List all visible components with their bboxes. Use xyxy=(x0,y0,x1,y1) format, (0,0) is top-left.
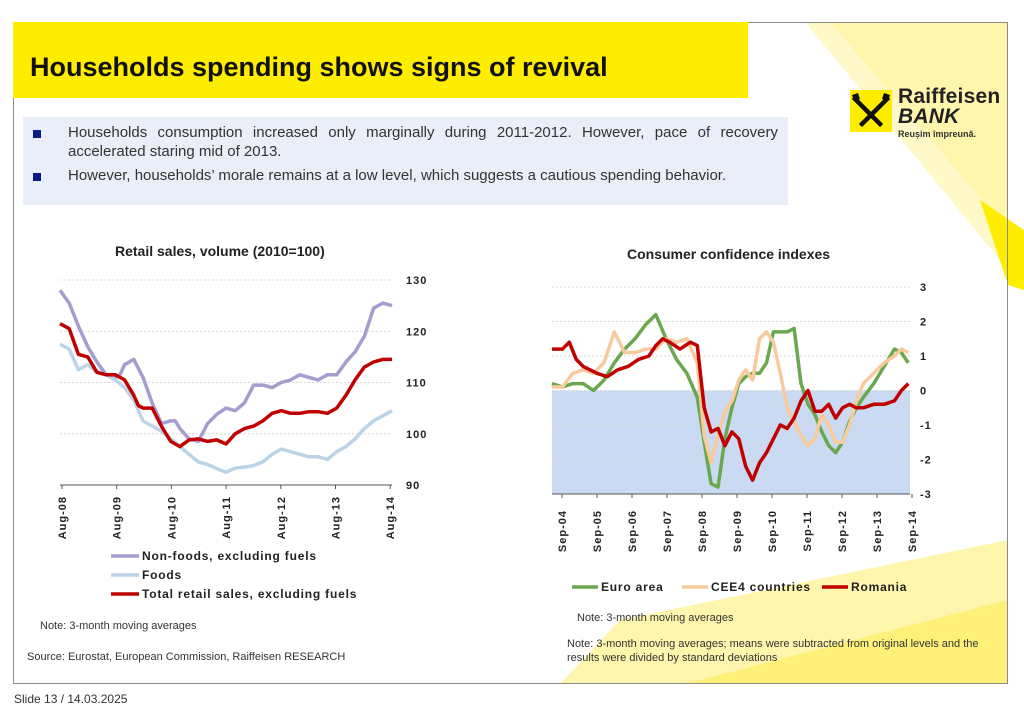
note-right-1: Note: 3-month moving averages xyxy=(577,612,734,624)
source-note: Source: Eurostat, European Commission, R… xyxy=(27,651,346,663)
legend-label: Total retail sales, excluding fuels xyxy=(142,587,357,601)
y-tick-label: 130 xyxy=(406,275,427,287)
x-tick-label: Aug-13 xyxy=(331,496,343,539)
x-tick-label: Aug-08 xyxy=(57,496,69,539)
x-tick-label: Aug-10 xyxy=(166,496,178,539)
legend-label: Romania xyxy=(851,580,907,594)
series-line-total-retail-sales-excluding-fuels xyxy=(59,322,392,449)
bullet-square-icon xyxy=(33,173,41,181)
y-tick-label: 2 xyxy=(920,317,927,329)
note-left: Note: 3-month moving averages xyxy=(40,620,197,632)
series-line-non-foods-excluding-fuels xyxy=(58,289,393,444)
series-line-foods xyxy=(59,342,393,474)
legend-label: Foods xyxy=(142,568,182,582)
brand-name-line1: Raiffeisen xyxy=(898,85,1001,108)
x-tick-label: Sep-04 xyxy=(557,510,569,552)
x-tick-label: Sep-10 xyxy=(767,510,779,552)
brand-name: Raiffeisen BANK xyxy=(898,85,1001,128)
y-tick-label: 100 xyxy=(406,429,427,441)
slide-footer: Slide 13 / 14.03.2025 xyxy=(14,692,128,706)
y-tick-label: 0 xyxy=(920,386,927,398)
y-tick-label: 110 xyxy=(406,378,427,390)
bullet-text-2: However, households’ morale remains at a… xyxy=(68,167,727,184)
raiffeisen-gable-cross-icon xyxy=(850,90,892,132)
legend-label: Non-foods, excluding fuels xyxy=(142,549,317,563)
x-tick-label: Sep-13 xyxy=(872,510,884,552)
brand-name-line2: BANK xyxy=(898,105,960,128)
note-right-2: Note: 3-month moving averages; means wer… xyxy=(567,638,979,664)
x-tick-label: Aug-11 xyxy=(221,496,233,539)
x-tick-label: Sep-14 xyxy=(907,510,919,552)
brand-tagline: Reușim împreună. xyxy=(898,129,977,139)
chart-title-retail: Retail sales, volume (2010=100) xyxy=(115,243,325,259)
x-tick-label: Sep-11 xyxy=(802,510,814,551)
raiffeisen-logo: Raiffeisen BANK Reușim împreună. xyxy=(850,86,1010,148)
x-tick-label: Aug-12 xyxy=(276,496,288,539)
x-tick-label: Sep-05 xyxy=(592,510,604,552)
x-tick-label: Aug-09 xyxy=(112,496,124,539)
y-tick-label: 90 xyxy=(406,480,420,492)
x-tick-label: Sep-12 xyxy=(837,510,849,552)
x-tick-label: Sep-08 xyxy=(697,510,709,552)
x-tick-label: Sep-06 xyxy=(627,510,639,552)
bullet-square-icon xyxy=(33,130,41,138)
y-tick-label: -1 xyxy=(920,420,932,432)
slide-title: Households spending shows signs of reviv… xyxy=(30,52,608,82)
x-tick-label: Aug-14 xyxy=(385,496,397,539)
y-tick-label: -2 xyxy=(920,455,932,467)
y-tick-label: 120 xyxy=(406,326,427,338)
series-line-cee4-countries xyxy=(552,330,910,465)
legend-label: Euro area xyxy=(601,580,664,594)
x-tick-label: Sep-09 xyxy=(732,510,744,552)
legend-label: CEE4 countries xyxy=(711,580,811,594)
chart-title-confidence: Consumer confidence indexes xyxy=(627,246,831,262)
summary-box: Households consumption increased only ma… xyxy=(23,117,788,205)
title-bar xyxy=(13,22,748,98)
x-tick-label: Sep-07 xyxy=(662,510,674,552)
bullet-text-1: Households consumption increased only ma… xyxy=(68,124,778,160)
y-tick-label: 1 xyxy=(920,351,927,363)
y-tick-label: -3 xyxy=(920,489,932,501)
series-line-romania xyxy=(552,337,910,482)
y-tick-label: 3 xyxy=(920,282,927,294)
